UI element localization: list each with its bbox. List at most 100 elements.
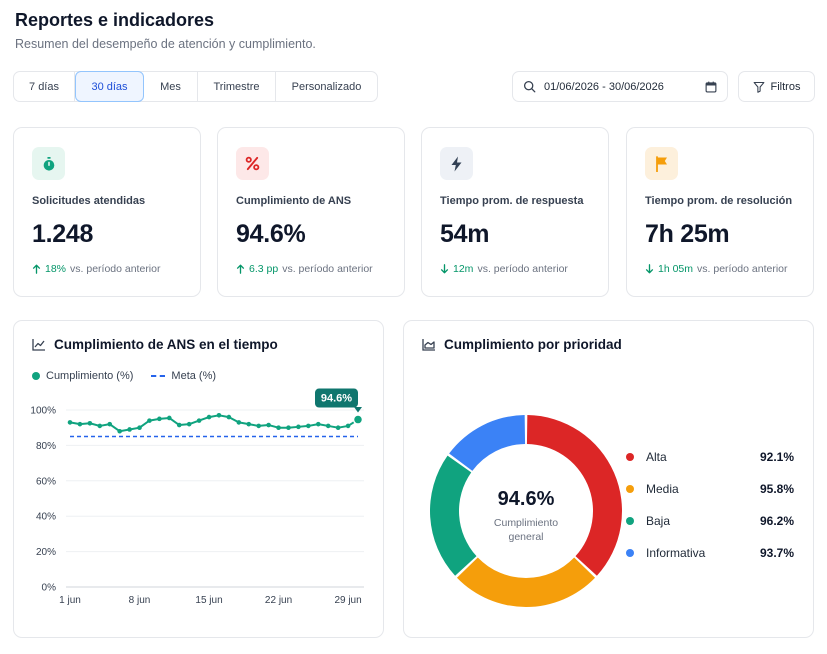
ans-trend-card: Cumplimiento de ANS en el tiempo Cumplim… [13, 320, 384, 638]
data-point [236, 420, 242, 425]
data-point [256, 423, 261, 429]
legend-item-informativa: Informativa 93.7% [626, 537, 794, 569]
arrow-up-icon [236, 264, 245, 274]
data-point [67, 420, 73, 425]
data-point [107, 421, 113, 427]
data-point [296, 424, 301, 430]
filters-label: Filtros [770, 80, 801, 93]
y-tick-label: 20% [36, 547, 56, 558]
stopwatch-icon [32, 147, 65, 180]
data-point [87, 420, 93, 426]
filters-button[interactable]: Filtros [738, 71, 815, 102]
arrow-down-icon [440, 264, 449, 274]
data-point [246, 421, 252, 427]
data-point [117, 428, 122, 434]
data-point [226, 414, 232, 420]
data-point [325, 423, 331, 429]
line-chart: 0% 20% 40% 60% 80% 100% 1 jun 8 jun 15 jun 22 jun… [30, 388, 364, 606]
data-point [127, 427, 132, 432]
donut-legend: Alta 92.1% Media 95.8% Baja 96.2% Informati… [626, 441, 794, 569]
data-point [167, 415, 172, 421]
kpi-delta: 12m vs. período anterior [440, 263, 568, 275]
page-title: Reportes e indicadores [15, 10, 215, 30]
data-point [157, 416, 162, 422]
kpi-card-cumplimiento: Cumplimiento de ANS 94.6% 6.3 pp vs. per… [217, 127, 405, 297]
legend-item-baja: Baja 96.2% [626, 505, 794, 537]
data-point [306, 423, 311, 429]
legend-item-meta: Meta (%) [151, 370, 216, 382]
percent-icon [236, 147, 269, 180]
kpi-delta: 18% vs. período anterior [32, 263, 160, 275]
card-title: Cumplimiento por prioridad [444, 337, 622, 352]
y-tick-label: 60% [36, 476, 56, 487]
data-point [216, 413, 222, 418]
data-point [266, 422, 271, 428]
kpi-card-resolucion: Tiempo prom. de resolución 7h 25m 1h 05m… [626, 127, 814, 297]
arrow-down-icon [645, 264, 654, 274]
data-point [137, 425, 142, 430]
data-point [147, 418, 152, 423]
kpi-label: Solicitudes atendidas [32, 195, 146, 207]
data-point [352, 414, 364, 425]
kpi-value: 54m [440, 220, 490, 248]
line-chart-icon [32, 338, 46, 351]
data-point [77, 421, 83, 427]
kpi-value: 94.6% [236, 220, 306, 248]
y-tick-label: 100% [30, 406, 56, 417]
chart-legend: Cumplimiento (%) Meta (%) [32, 370, 234, 382]
x-tick-label: 22 jun [265, 595, 292, 606]
x-tick-label: 15 jun [195, 595, 222, 606]
kpi-card-respuesta: Tiempo prom. de respuesta 54m 12m vs. pe… [421, 127, 609, 297]
donut-slice-media [456, 557, 596, 607]
data-point [97, 423, 103, 429]
filter-icon [753, 81, 765, 93]
kpi-delta: 1h 05m vs. período anterior [645, 263, 788, 275]
calendar-icon[interactable] [705, 81, 717, 93]
data-point [206, 414, 212, 420]
range-tabs: 7 días 30 días Mes Trimestre Personaliza… [13, 71, 378, 102]
legend-item-media: Media 95.8% [626, 473, 794, 505]
tab-7-dias[interactable]: 7 días [14, 72, 75, 101]
date-range-input[interactable]: 01/06/2026 - 30/06/2026 [512, 71, 728, 102]
flag-icon [645, 147, 678, 180]
data-point [276, 425, 281, 430]
donut-slice-informativa [449, 415, 526, 471]
kpi-value: 1.248 [32, 220, 94, 248]
data-point [196, 418, 202, 423]
data-point [176, 422, 182, 428]
arrow-up-icon [32, 264, 41, 274]
callout-label: 94.6% [321, 393, 352, 405]
tab-personalizado[interactable]: Personalizado [291, 80, 362, 93]
x-tick-label: 8 jun [129, 595, 151, 606]
card-title: Cumplimiento de ANS en el tiempo [54, 337, 278, 352]
donut-center-value: 94.6% [498, 488, 555, 510]
kpi-label: Tiempo prom. de respuesta [440, 195, 584, 207]
data-point [315, 421, 321, 427]
data-point [335, 425, 341, 430]
value-callout: 94.6% [315, 388, 362, 413]
y-tick-label: 40% [36, 512, 56, 523]
series-line-cumplimiento [69, 414, 359, 433]
tab-30-dias[interactable]: 30 días [75, 71, 144, 102]
kpi-label: Cumplimiento de ANS [236, 195, 352, 207]
tab-mes[interactable]: Mes [144, 72, 198, 101]
kpi-delta: 6.3 pp vs. período anterior [236, 263, 373, 275]
priority-card: Cumplimiento por prioridad 94.6% Cumplimi… [403, 320, 814, 638]
donut-center-label: Cumplimiento [494, 517, 558, 529]
page-subtitle: Resumen del desempeño de atención y cump… [15, 37, 316, 51]
legend-item-cumplimiento: Cumplimiento (%) [32, 370, 133, 382]
kpi-value: 7h 25m [645, 220, 730, 248]
callout-box [315, 388, 358, 408]
date-range-value: 01/06/2026 - 30/06/2026 [544, 80, 664, 93]
lightning-icon [440, 147, 473, 180]
area-chart-icon [422, 338, 436, 351]
data-point [286, 425, 291, 430]
legend-item-alta: Alta 92.1% [626, 441, 794, 473]
donut-slice-baja [430, 455, 477, 576]
kpi-label: Tiempo prom. de resolución [645, 195, 793, 207]
donut-slice-alta [526, 415, 622, 576]
tab-trimestre[interactable]: Trimestre [198, 72, 276, 101]
data-point [345, 423, 351, 429]
x-tick-label: 1 jun [59, 595, 81, 606]
donut-center-label: general [508, 531, 543, 543]
